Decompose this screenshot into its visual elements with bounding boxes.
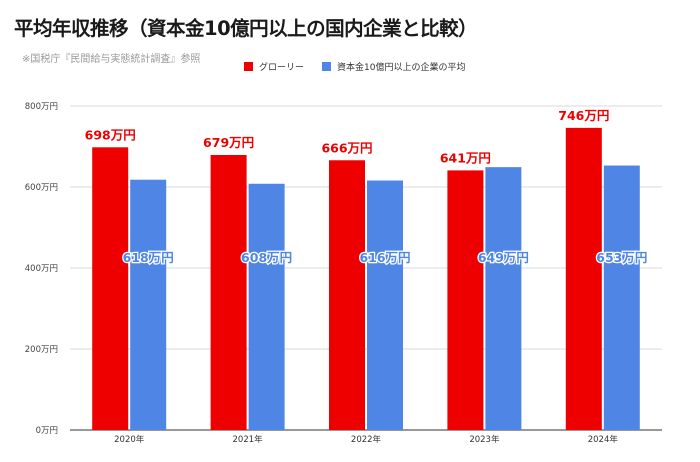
chart-source-note: ※国税庁『民間給与実態統計調査』参照 xyxy=(22,54,201,65)
data-label-series2: 649万円 xyxy=(478,250,529,265)
bar-series1 xyxy=(92,147,129,430)
bar-series1 xyxy=(565,127,602,431)
data-label-series1: 641万円 xyxy=(440,150,491,165)
x-tick-label: 2020年 xyxy=(114,434,145,445)
legend-item-series2: 資本金10億円以上の企業の平均 xyxy=(322,60,465,73)
data-label-series1: 698万円 xyxy=(85,127,136,142)
bar-series1 xyxy=(447,170,484,430)
bar-series1 xyxy=(210,155,247,430)
x-tick-label: 2022年 xyxy=(351,434,382,445)
data-label-series2: 653万円 xyxy=(596,250,647,265)
x-tick-label: 2023年 xyxy=(469,434,500,445)
data-label-series1: 746万円 xyxy=(558,108,609,123)
legend: グローリー 資本金10億円以上の企業の平均 xyxy=(244,60,483,73)
data-label-series1: 666万円 xyxy=(321,140,372,155)
y-tick-label: 200万円 xyxy=(25,345,58,355)
legend-item-series1: グローリー xyxy=(244,60,304,73)
bar-series2 xyxy=(367,180,403,430)
x-tick-label: 2024年 xyxy=(588,434,619,445)
data-label-series2: 618万円 xyxy=(123,250,174,265)
bar-series1 xyxy=(329,160,365,430)
legend-swatch-series2 xyxy=(322,62,332,71)
legend-label-series2: 資本金10億円以上の企業の平均 xyxy=(337,63,466,73)
bar-series2 xyxy=(603,165,640,430)
data-label-series2: 608万円 xyxy=(241,250,292,265)
bar-series2 xyxy=(248,183,285,430)
data-label-series2: 616万円 xyxy=(359,250,410,265)
chart-title: 平均年収推移（資本金10億円以上の国内企業と比較） xyxy=(14,17,478,40)
x-tick-label: 2021年 xyxy=(233,434,264,445)
legend-swatch-series1 xyxy=(244,62,253,71)
y-tick-label: 0万円 xyxy=(36,426,58,436)
legend-label-series1: グローリー xyxy=(259,63,305,73)
y-tick-label: 400万円 xyxy=(25,264,58,274)
y-tick-label: 600万円 xyxy=(25,183,58,193)
bar-series2 xyxy=(130,179,167,430)
data-label-series1: 679万円 xyxy=(203,135,254,150)
y-tick-label: 800万円 xyxy=(25,102,58,112)
bar-series2 xyxy=(485,167,522,430)
